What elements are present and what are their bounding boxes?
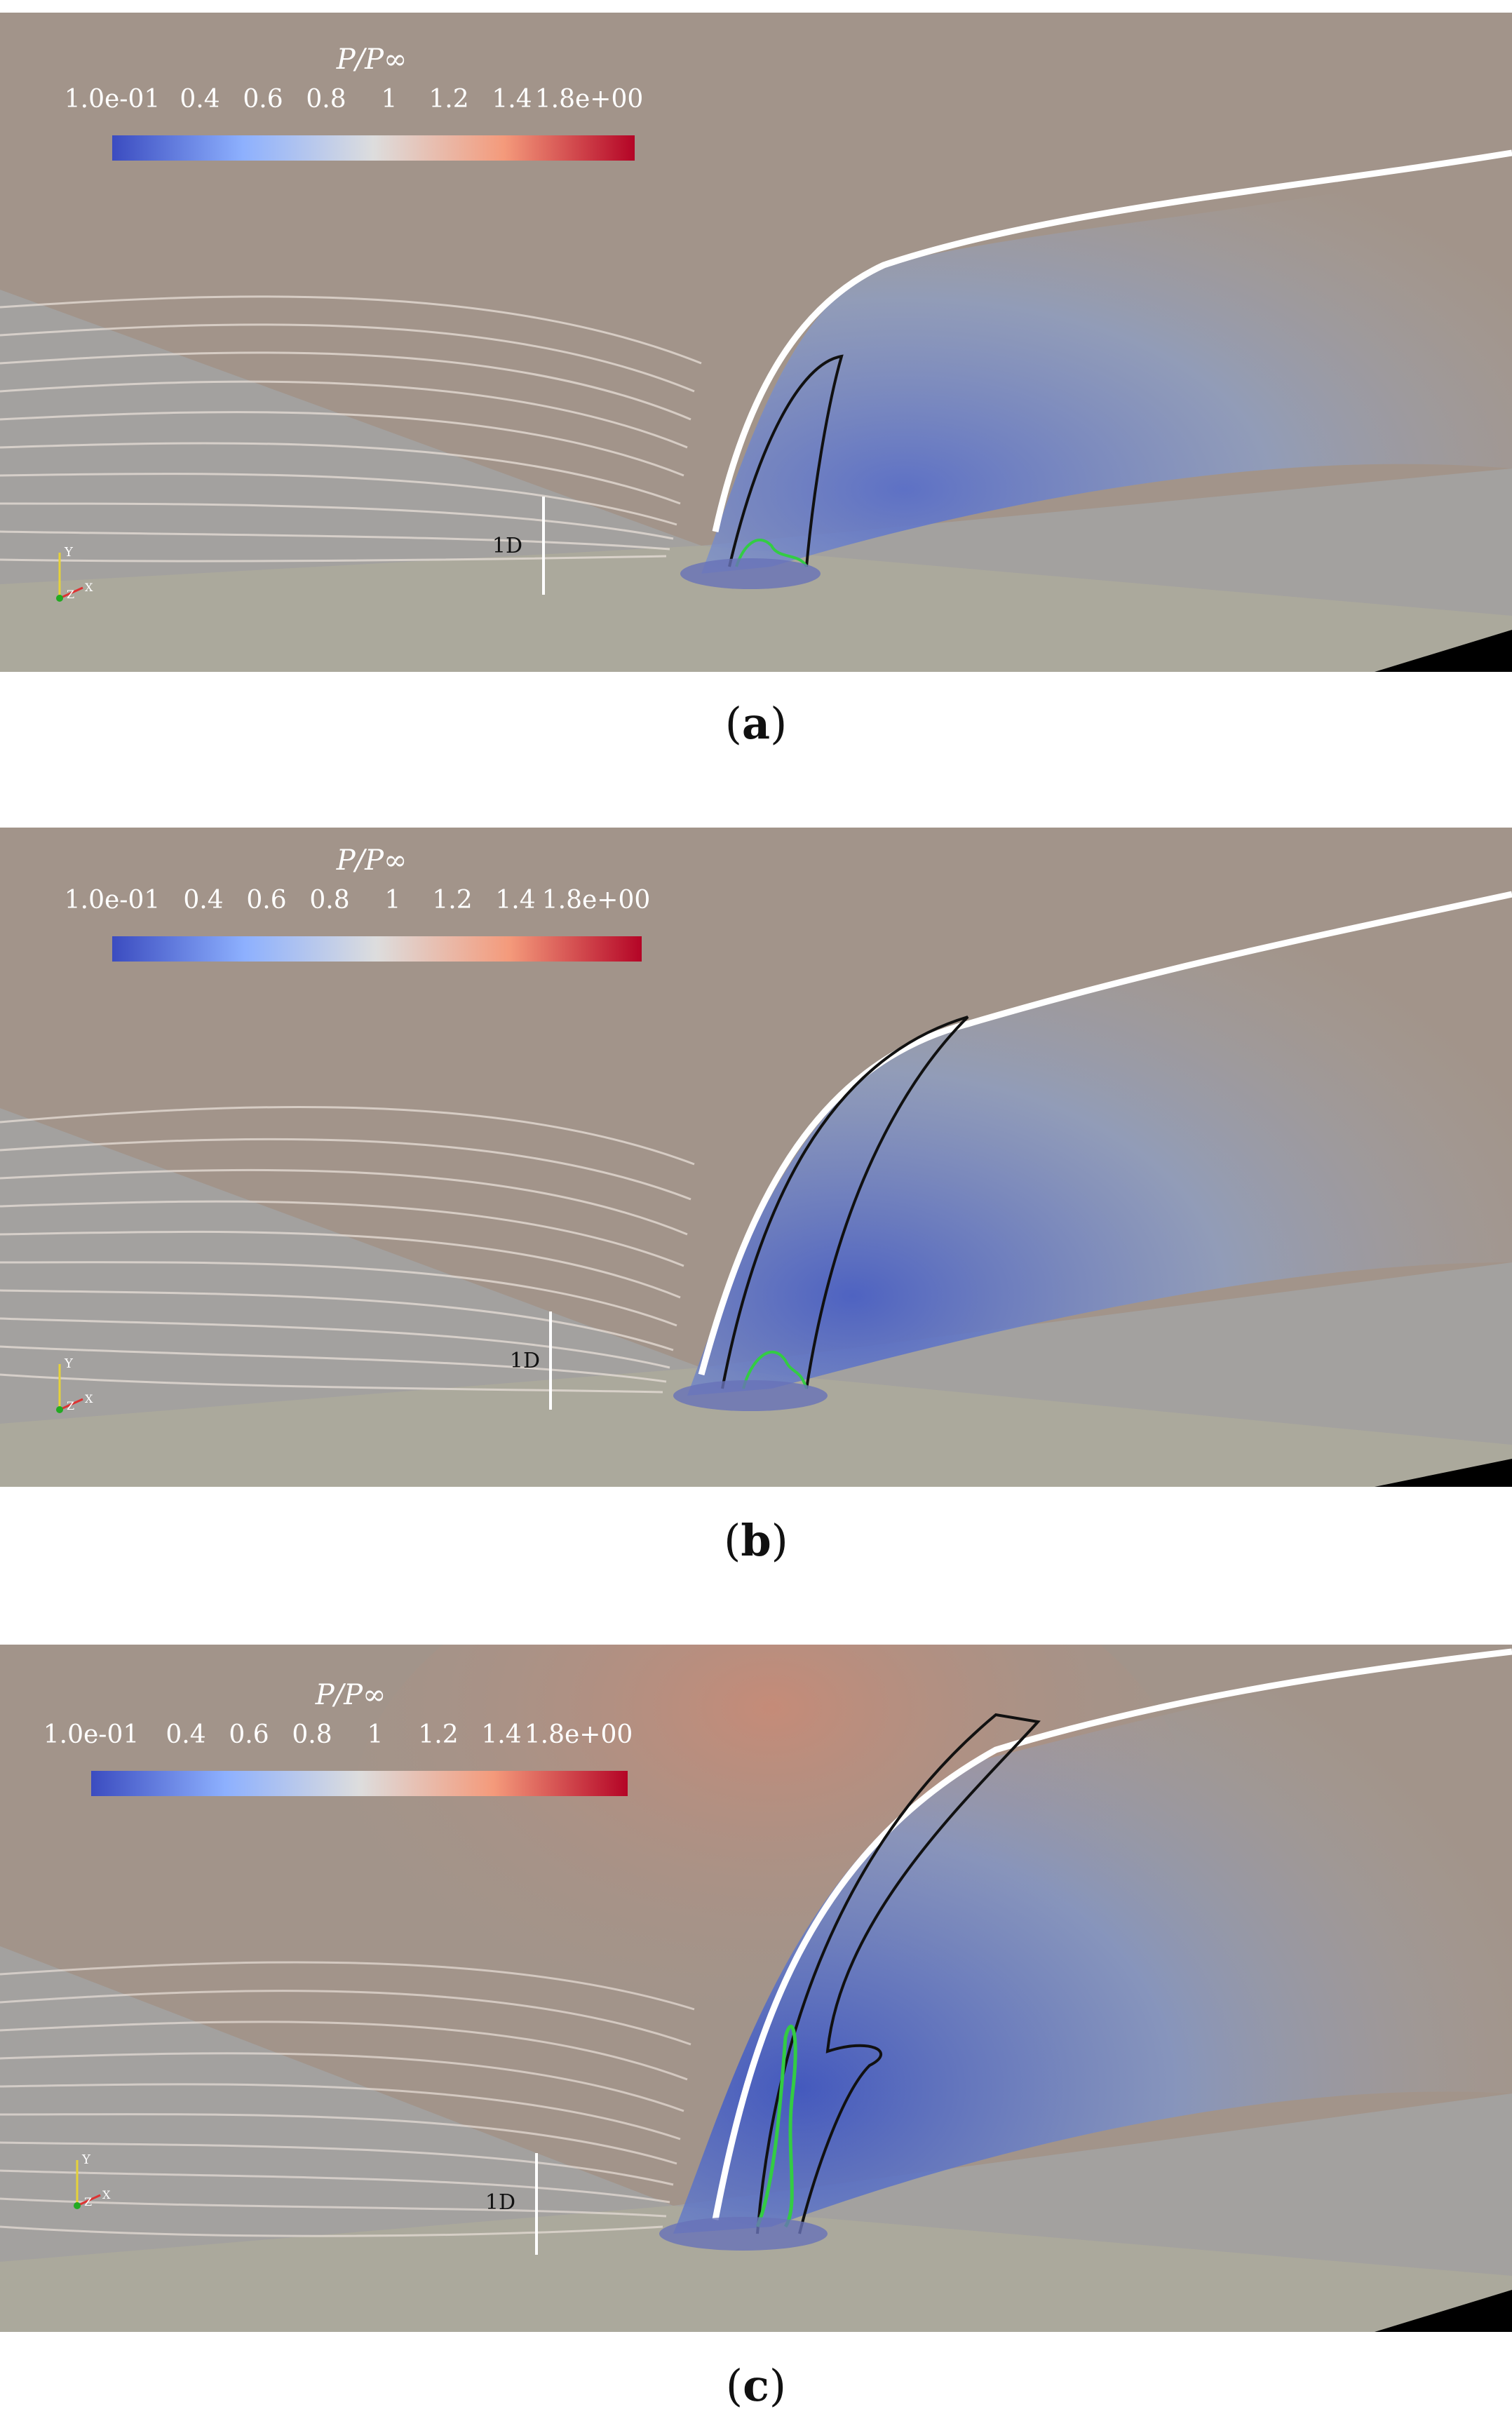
colorbar-tick-label: 1.8e+00: [542, 886, 651, 915]
colorbar-tick-label: 1: [367, 1720, 384, 1749]
axis-label-z: Z: [67, 1399, 74, 1412]
colorbar-tick-label: 1.4: [495, 886, 535, 915]
flow-visualization-c: P/P∞ 1.0e-01 0.4 0.6 0.8 1 1.2 1.4 1.8e+…: [0, 1645, 1512, 2332]
flow-visualization-b: P/P∞ 1.0e-01 0.4 0.6 0.8 1 1.2 1.4 1.8e+…: [0, 828, 1512, 1487]
colorbar-tick-label: 0.6: [243, 85, 283, 114]
axis-triad-b: Y Z X: [56, 1356, 93, 1413]
axis-label-z: Z: [84, 2195, 92, 2208]
colorbar-tick-label: 1.2: [428, 85, 468, 114]
ruler-label-c: 1D: [485, 2190, 515, 2215]
caption-letter-b: b: [741, 1515, 771, 1566]
figure-panel-b: P/P∞ 1.0e-01 0.4 0.6 0.8 1 1.2 1.4 1.8e+…: [0, 828, 1512, 1487]
axis-triad-a: Y Z X: [56, 545, 93, 602]
colorbar-ticks-b: 1.0e-01 0.4 0.6 0.8 1 1.2 1.4 1.8e+00: [65, 886, 651, 915]
figure-panel-a: P/P∞ 1.0e-01 0.4 0.6 0.8 1 1.2 1.4 1.8e+…: [0, 13, 1512, 672]
caption-a: (a): [724, 698, 788, 749]
caption-b: (b): [724, 1515, 788, 1566]
axis-label-z: Z: [67, 588, 74, 601]
colorbar-tick-label: 0.8: [306, 85, 346, 114]
colorbar-ticks-c: 1.0e-01 0.4 0.6 0.8 1 1.2 1.4 1.8e+00: [43, 1720, 633, 1749]
colorbar-tick-label: 1.0e-01: [43, 1720, 140, 1749]
colorbar-tick-label: 0.4: [180, 85, 220, 114]
colorbar-c: [91, 1771, 628, 1796]
colorbar-tick-label: 0.6: [229, 1720, 269, 1749]
colorbar-tick-label: 0.6: [246, 886, 286, 915]
figure-panel-c: P/P∞ 1.0e-01 0.4 0.6 0.8 1 1.2 1.4 1.8e+…: [0, 1645, 1512, 2332]
colorbar-tick-label: 0.4: [166, 1720, 205, 1749]
colorbar-tick-label: 1.0e-01: [65, 886, 161, 915]
axis-label-x: X: [102, 2188, 111, 2201]
colorbar-tick-label: 0.4: [183, 886, 223, 915]
axis-label-y: Y: [64, 1356, 74, 1371]
caption-letter-a: a: [741, 698, 771, 749]
colorbar-tick-label: 1.0e-01: [65, 85, 161, 114]
ruler-label-a: 1D: [492, 534, 522, 558]
axis-label-y: Y: [64, 545, 74, 560]
colorbar-title-a: P/P∞: [336, 43, 407, 76]
caption-letter-c: c: [743, 2360, 769, 2411]
colorbar-title-c: P/P∞: [315, 1679, 386, 1711]
colorbar-tick-label: 1.2: [432, 886, 472, 915]
axis-triad-c: Y Z X: [74, 2152, 111, 2209]
axis-label-x: X: [85, 581, 93, 594]
colorbar-tick-label: 1.4: [481, 1720, 521, 1749]
colorbar-tick-label: 1.8e+00: [535, 85, 644, 114]
colorbar-tick-label: 0.8: [309, 886, 349, 915]
colorbar-a: [112, 135, 635, 161]
flow-visualization-a: P/P∞ 1.0e-01 0.4 0.6 0.8 1 1.2 1.4 1.8e+…: [0, 13, 1512, 672]
colorbar-tick-label: 1.8e+00: [525, 1720, 633, 1749]
ruler-label-b: 1D: [510, 1349, 540, 1373]
axis-label-x: X: [85, 1392, 93, 1405]
axis-label-y: Y: [81, 2152, 91, 2167]
colorbar-tick-label: 1: [382, 85, 398, 114]
colorbar-tick-label: 1.4: [492, 85, 532, 114]
caption-c: (c): [725, 2360, 787, 2411]
colorbar-ticks-a: 1.0e-01 0.4 0.6 0.8 1 1.2 1.4 1.8e+00: [65, 85, 644, 114]
colorbar-tick-label: 0.8: [292, 1720, 332, 1749]
colorbar-tick-label: 1.2: [418, 1720, 458, 1749]
colorbar-title-b: P/P∞: [336, 844, 407, 877]
colorbar-b: [112, 936, 642, 962]
colorbar-tick-label: 1: [385, 886, 401, 915]
